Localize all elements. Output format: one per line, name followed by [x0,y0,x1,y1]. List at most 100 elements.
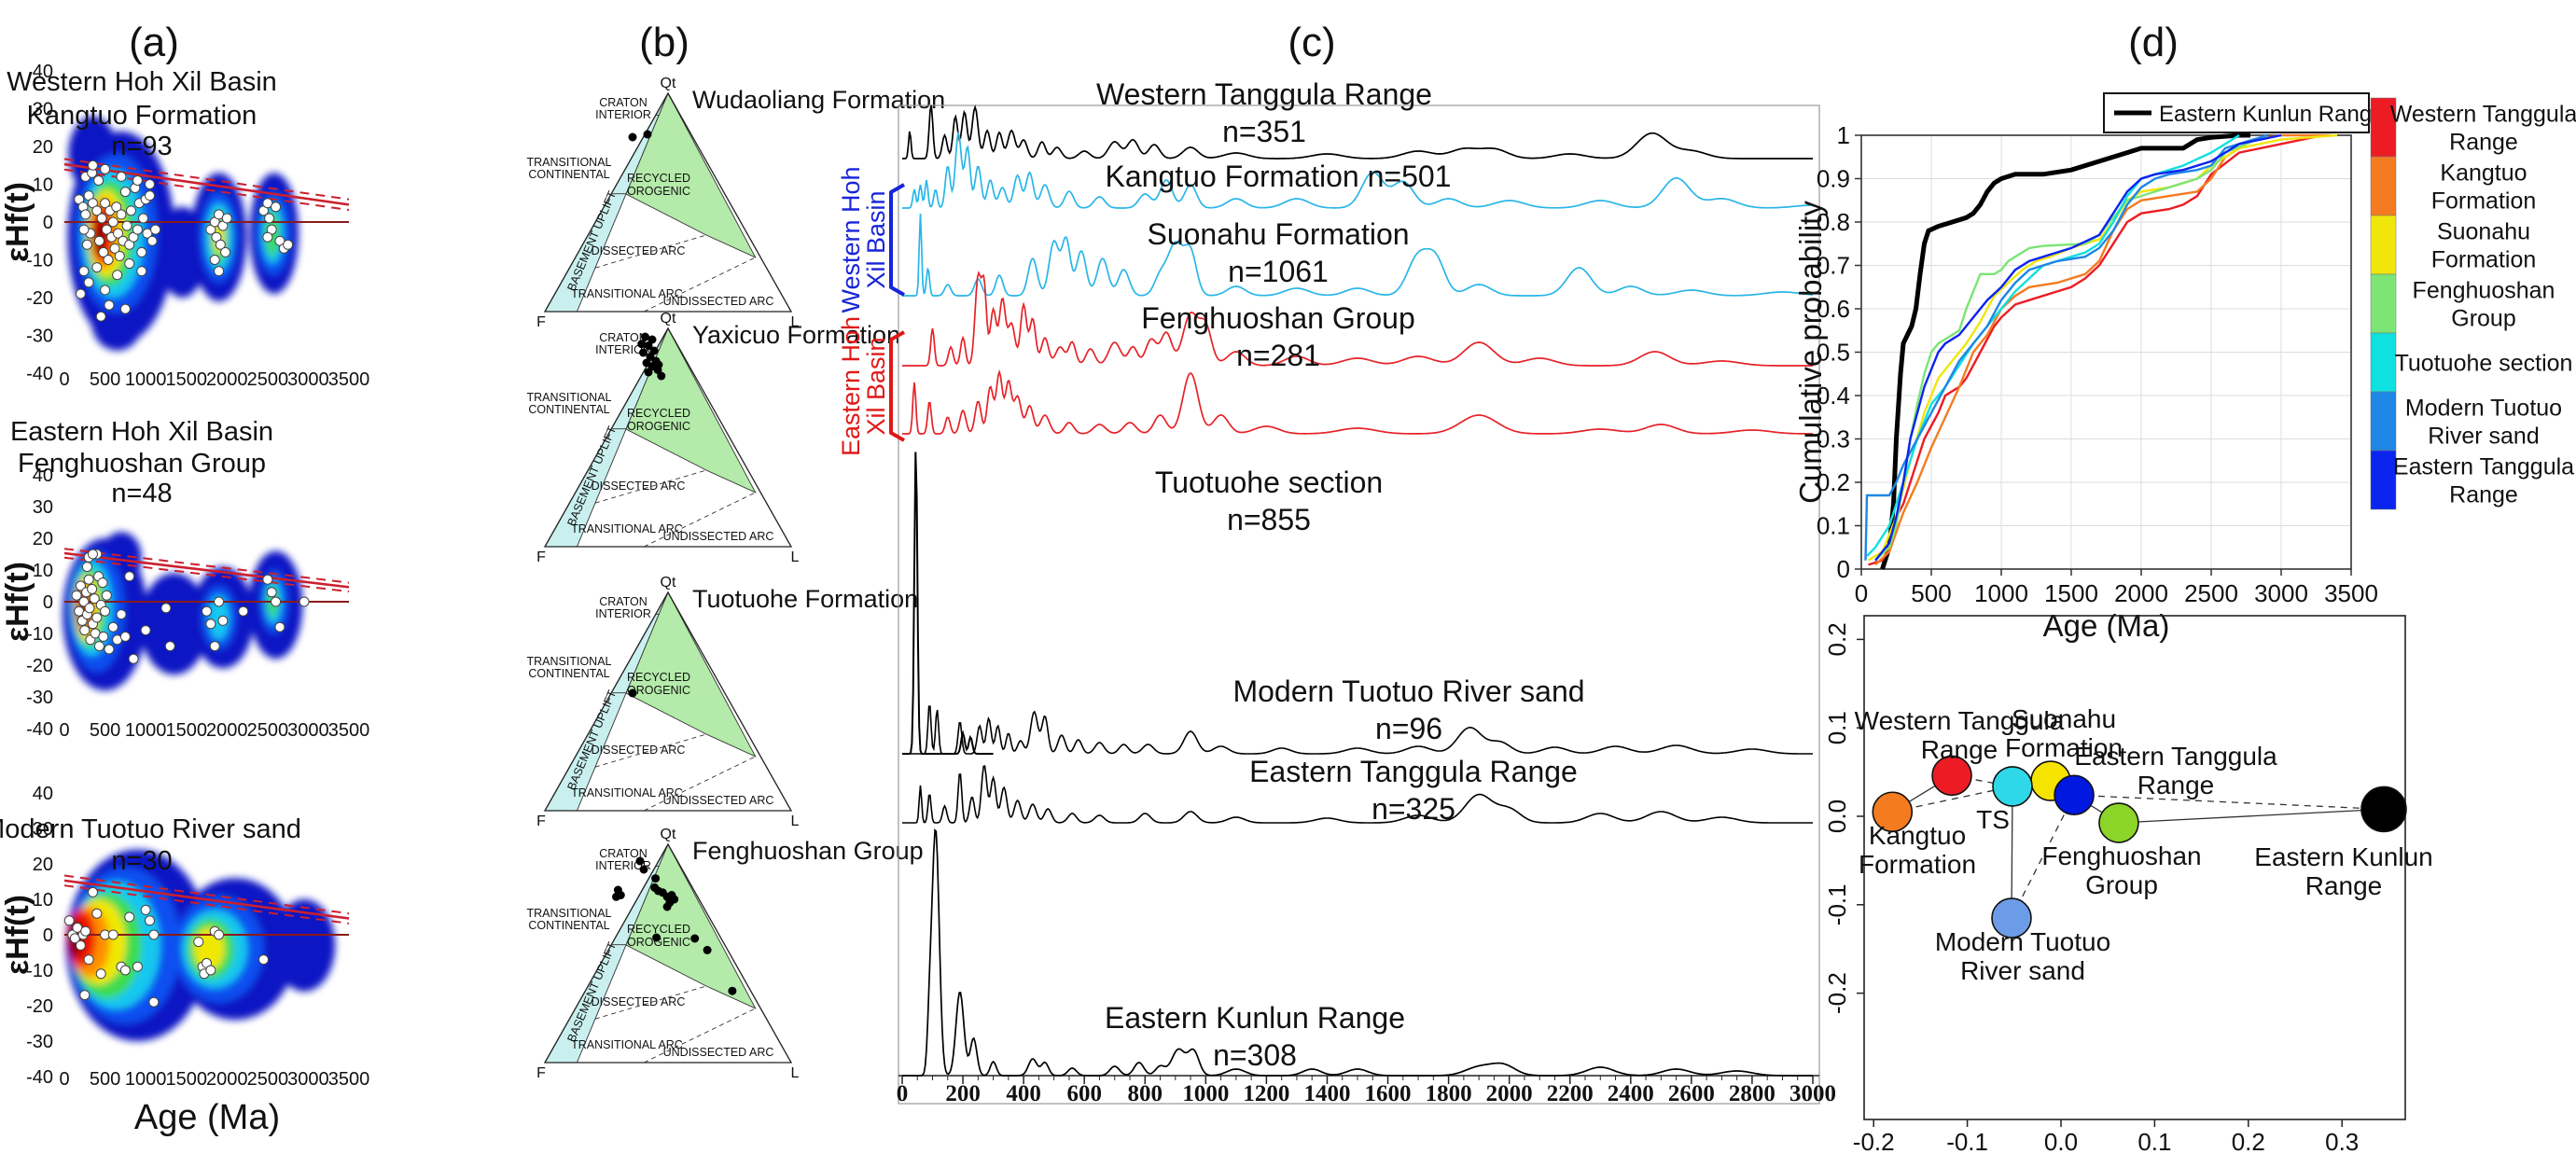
field-label: INTERIOR [595,343,651,356]
data-point [93,641,104,652]
y-tick-label: 30 [33,497,53,518]
y-tick-label: 20 [33,529,53,549]
data-point [119,631,131,642]
x-tick-label: 0 [59,720,69,741]
x-tick-label: 0 [897,1081,909,1106]
hf-plot-0: 40 30 20 10 0 -10 -20 -30 -40 0 500 1000 1500 2000 250… [0,62,369,390]
kde-curve-modern-tuotuo-river-sand [902,705,1813,755]
sample-dot [635,856,645,866]
colorbar-label: Formation [2431,188,2537,215]
kde-curve-fenghuoshan-group [902,271,1813,367]
x-tick-label: 0 [59,369,69,390]
field-label: CRATON [599,847,647,860]
y-tick-label: -20 [26,656,53,676]
data-point [80,925,91,937]
trend-ci-upper [63,158,350,201]
mds-point-label: Fenghuoshan [2041,841,2201,870]
vertex-label-qt: Qt [661,827,676,842]
density-blob [272,899,336,992]
y-tick-label: 0.7 [1817,252,1850,280]
trend-ci-upper [63,874,350,915]
field-label: INTERIOR [595,108,651,121]
colorbar-label: Range [2449,130,2518,156]
mds-point-label: Range [2305,871,2383,900]
field-label: OROGENIC [627,420,690,433]
data-point [150,224,161,235]
x-tick-label: 200 [945,1081,981,1106]
x-tick-label: 1400 [1303,1081,1350,1106]
y-tick-label: 0.2 [1817,468,1850,496]
x-tick-label: 3500 [328,1069,370,1090]
mds-link-dashed [2074,794,2385,811]
sample-dot [644,368,653,377]
data-point [107,621,118,633]
data-point [79,625,91,636]
data-point [121,220,132,231]
vertex-label-qt: Qt [661,311,676,327]
data-point [84,603,95,614]
y-tick-label: -20 [26,288,53,309]
data-point [124,258,135,270]
x-tick-label: 2500 [247,720,289,741]
x-tick-label: 0.0 [2044,1128,2078,1154]
y-tick-label: -40 [26,719,53,740]
x-tick-label: 1000 [125,1069,167,1090]
y-tick-label: -20 [26,996,53,1017]
data-point [116,171,127,182]
x-tick-label: 1200 [1243,1081,1289,1106]
field-label: CRATON [599,96,647,109]
y-tick-label: 0.0 [1823,799,1851,833]
data-point [262,574,273,585]
kde-curve-fenghuoshan-group-lower- [902,368,1813,435]
panel-c-kde-age-spectra: 0 200 400 600 800 1000 1200 1400 1600 1800 2000 220… [837,77,1836,1106]
y-axis-label: Cumulative probability [1793,201,1828,504]
data-point [83,954,94,966]
field-label: CRATON [599,595,647,608]
data-point [145,190,155,202]
field-label: RECYCLED [627,407,690,420]
x-tick-label: 2000 [206,1069,248,1090]
vertex-label-f: F [536,813,546,829]
data-point [119,965,131,976]
field-label: OROGENIC [627,684,690,697]
data-point [132,224,143,235]
sample-count: n=48 [111,479,172,508]
colorbar-swatch [2370,97,2397,158]
field-label: CONTINENTAL [528,919,609,932]
data-point [95,311,106,322]
data-point [164,641,175,652]
data-point [109,243,120,254]
data-point [119,187,131,198]
sample-count: n=93 [111,132,172,161]
y-tick-label: 0.4 [1817,382,1850,410]
field-label: TRANSITIONAL ARC [571,1038,683,1051]
field-label: UNDISSECTED ARC [663,295,774,308]
vertex-label-qt: Qt [661,575,676,591]
data-point [91,262,103,273]
field-label: UNDISSECTED ARC [663,530,774,543]
field-label: CONTINENTAL [528,403,609,416]
vertex-label-f: F [536,549,546,565]
x-tick-label: 3000 [1789,1081,1836,1106]
y-axis-label: εHf(t) [0,562,35,642]
vertex-label-l: L [791,549,800,565]
arc-field-divider [594,733,707,768]
field-label: RECYCLED [627,172,690,185]
sample-dot [643,130,652,139]
data-point [93,174,104,186]
data-point [80,209,91,220]
kde-curve-label: n=855 [1227,503,1311,536]
x-tick-label: 0.2 [2232,1128,2265,1154]
y-tick-label: -0.1 [1823,883,1851,925]
data-point [111,202,122,213]
field-label: BASEMENT UPLIFT [564,188,619,293]
field-label: CONTINENTAL [528,667,609,680]
mds-point-label: River sand [1960,956,2085,985]
ternary-title: Fenghuoshan Group [692,837,924,865]
data-point [112,270,123,281]
trend-ci-lower [63,556,350,593]
x-tick-label: -0.1 [1946,1128,1988,1154]
trend-line [63,879,350,920]
